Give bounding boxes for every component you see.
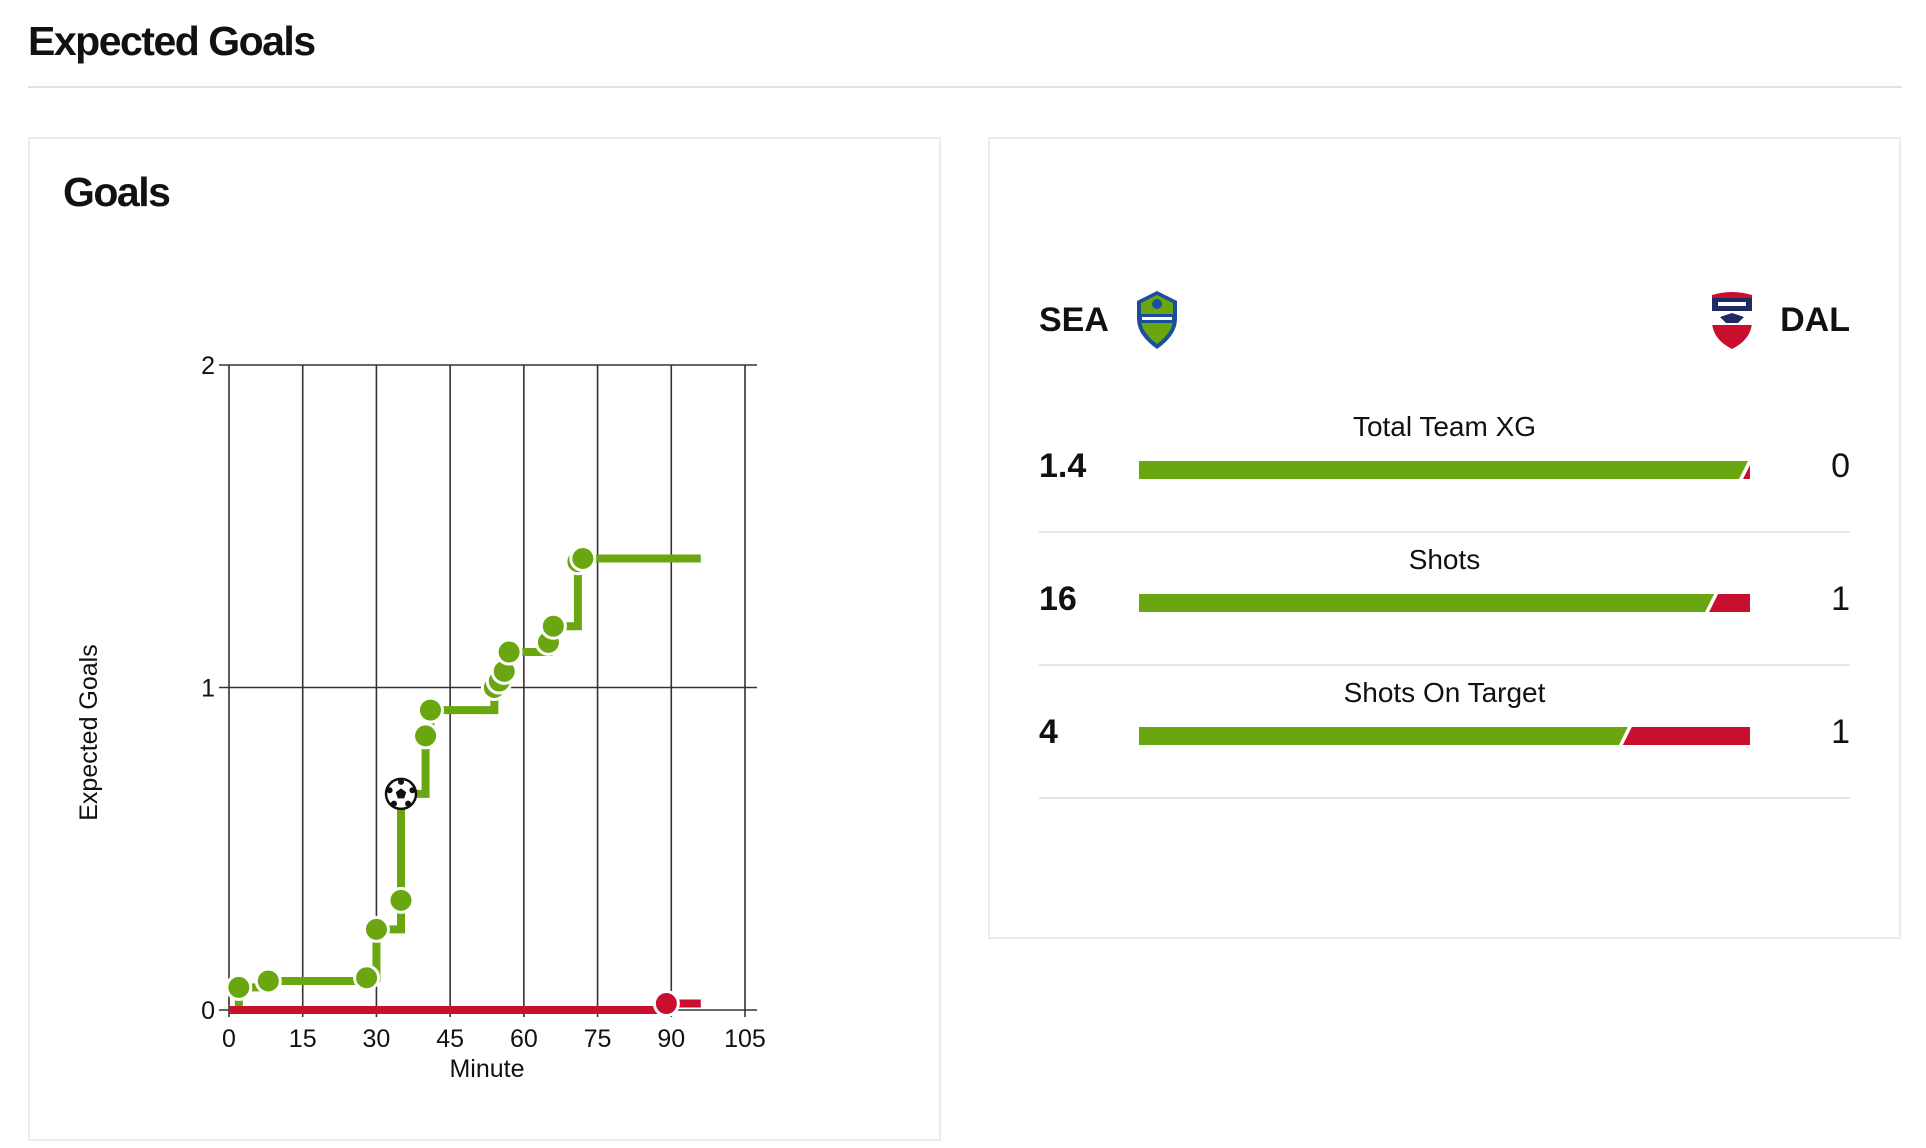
page-title: Expected Goals [28,18,316,64]
goal-ball-panel [395,788,407,799]
x-tick-label: 90 [657,1025,685,1053]
sea-shot-point [387,886,415,914]
sea-shot-point [362,915,390,943]
team-stats-card: SEA DAL Total Team XG 1.4 0 Shots 16 1 S… [988,137,1901,939]
sounders-crest-icon [1136,291,1177,349]
x-tick-label: 60 [510,1025,538,1053]
home-bar-segment [1139,461,1748,479]
home-team: SEA [1039,289,1181,351]
title-divider [28,86,1902,88]
home-team-code: SEA [1039,300,1109,339]
stat-comparison-bar [1139,461,1750,479]
x-tick-label: 30 [363,1025,391,1053]
x-tick-label: 75 [584,1025,612,1053]
stat-label: Shots [1408,544,1481,575]
goals-chart-card: Goals 0 15 30 45 60 75 90 105 0 1 2 Minute Expected … [28,137,941,1141]
away-bar-segment [1709,594,1750,612]
y-axis-label: Expected Goals [75,644,103,821]
stat-away-value: 1 [1831,713,1850,751]
stat-home-value: 1.4 [1039,447,1087,485]
stat-label: Total Team XG [1352,411,1537,442]
stat-row-total-xg: Total Team XG 1.4 0 [1039,399,1850,533]
stat-away-value: 1 [1831,580,1850,618]
sea-shot-point [225,973,253,1001]
goal-ball-patch [397,778,404,785]
dal-shot-point [652,990,680,1018]
chart-title: Goals [63,169,171,215]
sea-shot-point [569,545,597,572]
sea-shot-point [416,696,444,724]
x-tick-label: 15 [289,1025,317,1053]
x-axis-label: Minute [449,1055,524,1083]
stat-comparison-bar [1139,594,1750,612]
dal-xg-line [229,999,701,1014]
stat-home-value: 16 [1039,580,1077,618]
stat-row-shots: Shots 16 1 [1039,532,1850,666]
sea-shot-point [495,638,523,666]
home-bar-segment [1139,594,1715,612]
away-team: DAL [1708,289,1850,351]
x-tick-label: 45 [436,1025,464,1053]
y-tick-label: 2 [201,352,215,380]
stat-comparison-bar [1139,727,1750,745]
away-bar-segment [1622,727,1750,745]
goal-ball-patch [409,787,416,794]
sea-shot-point [353,964,381,992]
goal-ball-patch [386,787,393,794]
goal-ball-patch [405,800,412,807]
x-tick-label: 0 [222,1025,236,1053]
sea-shot-point [412,722,440,750]
fc-dallas-crest-icon [1712,292,1753,349]
y-tick-label: 0 [201,997,215,1025]
sea-shot-point [254,967,282,995]
home-bar-segment [1139,727,1628,745]
y-tick-label: 1 [201,675,215,703]
goal-ball-patch [390,800,397,807]
x-tick-label: 105 [724,1025,766,1053]
xg-chart: 0 15 30 45 60 75 90 105 0 1 2 Minute Expected Goals [75,352,766,1083]
sea-xg-line [229,554,701,1014]
away-bar-segment [1743,461,1750,479]
stat-away-value: 0 [1831,447,1850,485]
sea-shot-point [539,612,567,640]
stat-label: Shots On Target [1343,677,1546,708]
stat-home-value: 4 [1039,713,1058,751]
away-team-code: DAL [1780,300,1850,339]
stat-row-shots-on-target: Shots On Target 4 1 [1039,665,1850,799]
